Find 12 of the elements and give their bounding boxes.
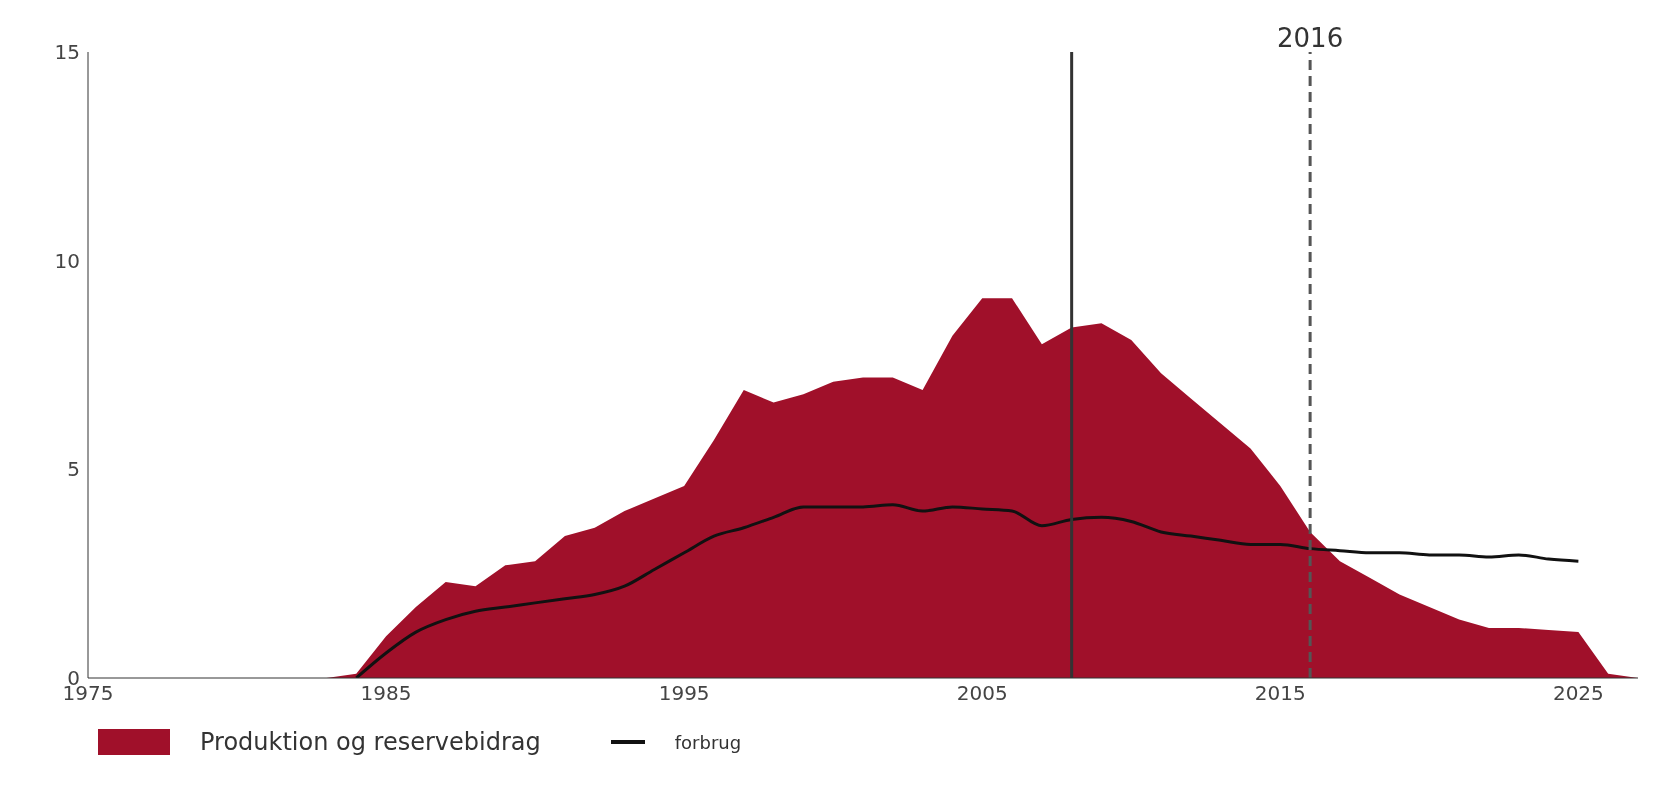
legend-label: forbrug — [674, 731, 742, 753]
y-tick-label: 5 — [67, 457, 80, 482]
ref-line-label: 2016 — [1277, 23, 1344, 53]
y-tick-label: 15 — [54, 40, 80, 65]
line-series — [354, 503, 1580, 678]
x-tick-label: 2005 — [956, 681, 1008, 706]
x-tick-label: 2015 — [1254, 681, 1306, 706]
legend-label: Produktion og reservebidrag — [200, 728, 541, 756]
x-tick-label: 2025 — [1552, 681, 1604, 706]
x-tick-label: 1995 — [658, 681, 710, 706]
y-tick-label: 10 — [54, 248, 80, 273]
x-tick-label: 1985 — [360, 681, 412, 706]
